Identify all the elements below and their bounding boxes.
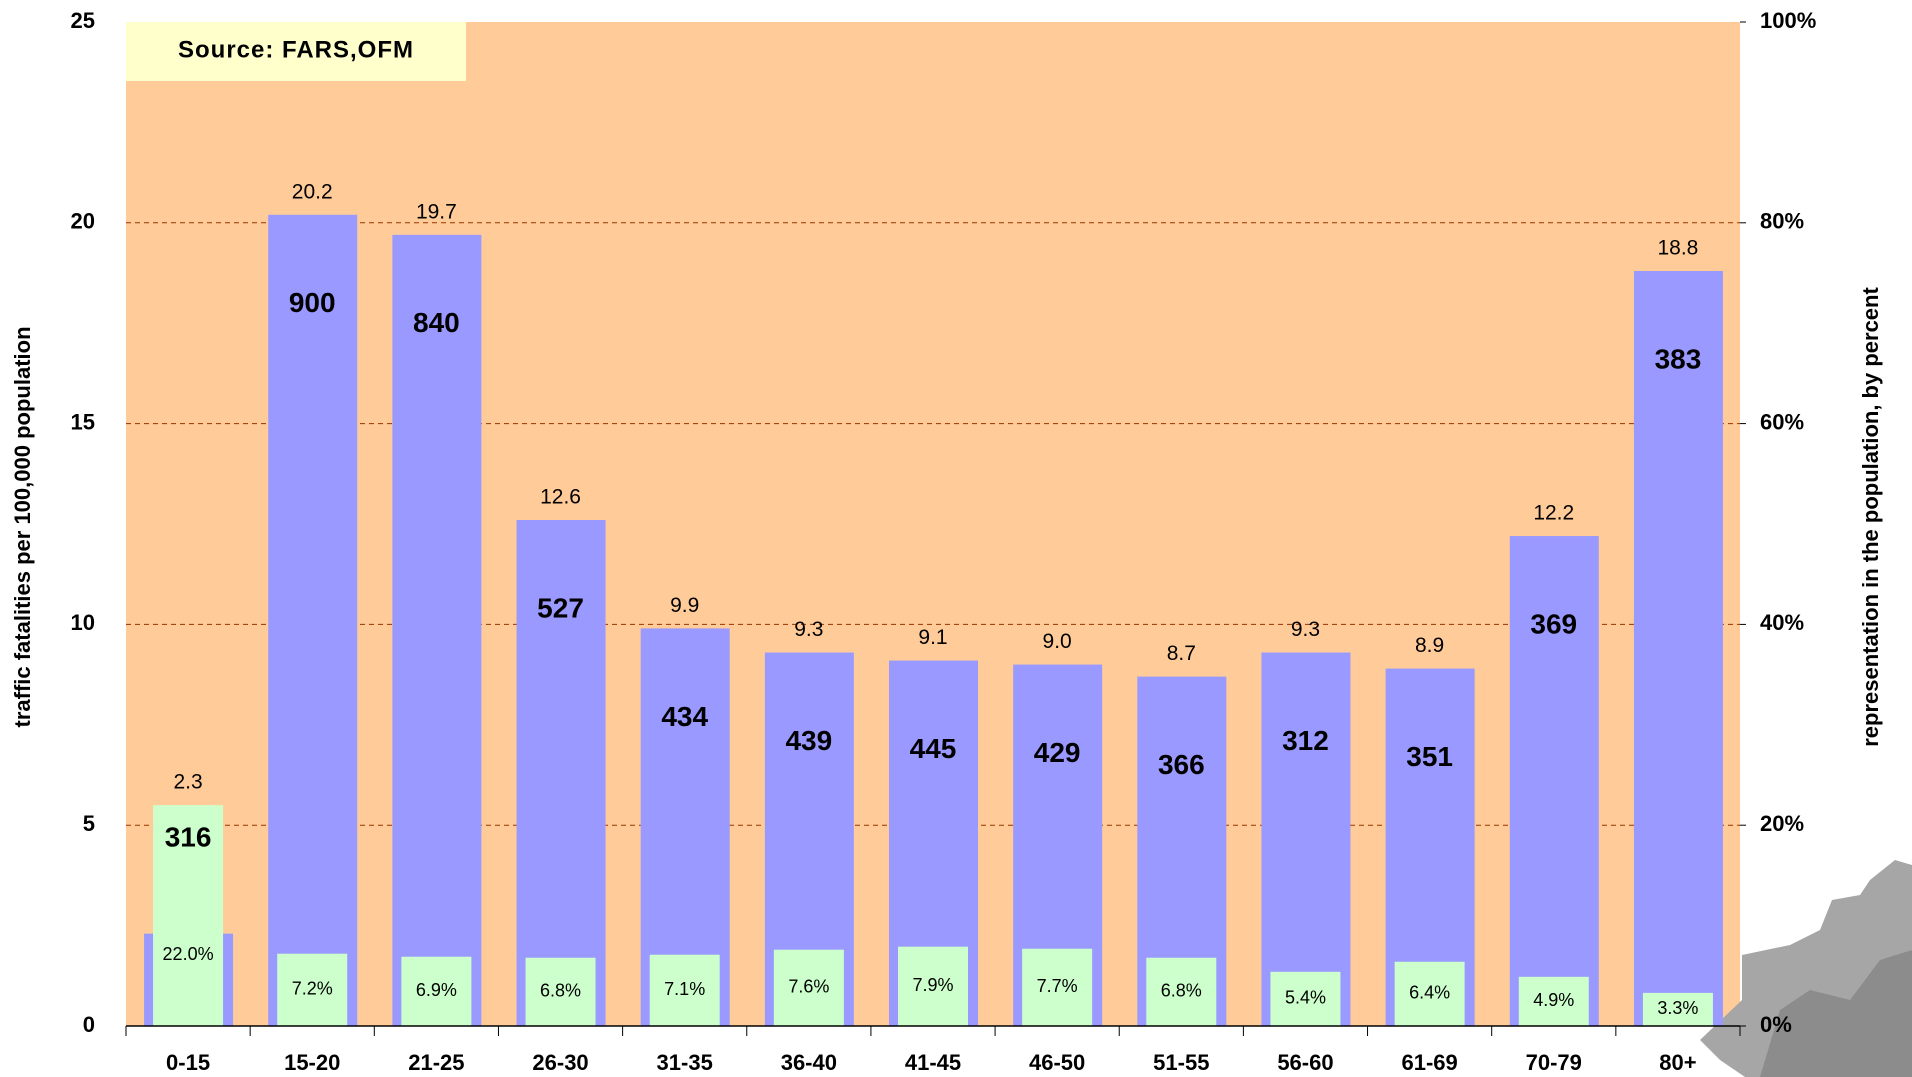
y2-tick-label: 0% xyxy=(1760,1012,1792,1037)
x-tick-label: 41-45 xyxy=(905,1050,961,1075)
x-tick-label: 70-79 xyxy=(1526,1050,1582,1075)
y2-tick-label: 100% xyxy=(1760,8,1816,33)
data-label: 7.1% xyxy=(664,979,705,999)
count-label: 312 xyxy=(1282,725,1329,756)
data-label: 6.9% xyxy=(416,980,457,1000)
annotation: Source: FARS,OFM xyxy=(178,36,414,63)
x-tick-label: 36-40 xyxy=(781,1050,837,1075)
y-tick-label: 10 xyxy=(71,610,95,635)
data-label: 19.7 xyxy=(416,200,457,223)
data-label: 20.2 xyxy=(292,180,333,203)
count-label: 434 xyxy=(661,701,708,732)
count-label: 445 xyxy=(910,733,957,764)
data-label: 9.9 xyxy=(670,594,699,617)
count-label: 316 xyxy=(165,822,212,853)
x-tick-label: 61-69 xyxy=(1401,1050,1457,1075)
x-tick-label: 21-25 xyxy=(408,1050,464,1075)
bar xyxy=(392,235,481,1026)
x-tick-label: 0-15 xyxy=(166,1050,210,1075)
data-label: 7.2% xyxy=(292,979,333,999)
data-label: 6.8% xyxy=(540,981,581,1001)
data-label: 9.3 xyxy=(1291,618,1320,641)
data-label: 18.8 xyxy=(1657,237,1698,260)
y2-tick-label: 60% xyxy=(1760,409,1804,434)
count-label: 366 xyxy=(1158,749,1205,780)
count-label: 351 xyxy=(1406,741,1453,772)
count-label: 527 xyxy=(537,592,584,623)
x-tick-label: 46-50 xyxy=(1029,1050,1085,1075)
y-axis-title: traffic fatalities per 100,000 populatio… xyxy=(10,326,35,727)
y2-tick-label: 20% xyxy=(1760,811,1804,836)
data-label: 9.1 xyxy=(918,626,947,649)
data-label: 7.9% xyxy=(912,975,953,995)
x-tick-label: 26-30 xyxy=(532,1050,588,1075)
data-label: 7.6% xyxy=(788,977,829,997)
count-label: 383 xyxy=(1655,343,1702,374)
count-label: 840 xyxy=(413,307,460,338)
x-tick-label: 56-60 xyxy=(1277,1050,1333,1075)
chart: Source: FARS,OFM traffic fatalities per … xyxy=(0,0,1912,1077)
data-label: 7.7% xyxy=(1037,976,1078,996)
data-label: 12.6 xyxy=(540,486,581,509)
bar xyxy=(268,215,357,1026)
y-tick-label: 15 xyxy=(71,409,95,434)
data-label: 9.0 xyxy=(1043,630,1072,653)
y-tick-label: 20 xyxy=(71,209,95,234)
data-label: 4.9% xyxy=(1533,990,1574,1010)
data-label: 6.8% xyxy=(1161,981,1202,1001)
data-label: 2.3 xyxy=(173,771,202,794)
page: {"chart_data": { "type": "bar", "annotat… xyxy=(0,0,1912,1077)
x-tick-label: 51-55 xyxy=(1153,1050,1209,1075)
count-label: 439 xyxy=(785,725,832,756)
bar xyxy=(1634,271,1723,1026)
data-label: 5.4% xyxy=(1285,988,1326,1008)
count-label: 429 xyxy=(1034,737,1081,768)
x-tick-label: 31-35 xyxy=(657,1050,713,1075)
data-label: 22.0% xyxy=(163,944,214,964)
count-label: 900 xyxy=(289,287,336,318)
bar xyxy=(1261,653,1350,1026)
y-tick-label: 5 xyxy=(83,811,95,836)
data-label: 3.3% xyxy=(1657,998,1698,1018)
data-label: 8.9 xyxy=(1415,634,1444,657)
y-tick-label: 25 xyxy=(71,8,95,33)
count-label: 369 xyxy=(1530,608,1577,639)
y2-axis-title: representation in the population, by per… xyxy=(1858,287,1883,747)
y2-tick-label: 40% xyxy=(1760,610,1804,635)
y-tick-label: 0 xyxy=(83,1012,95,1037)
data-label: 12.2 xyxy=(1533,502,1574,525)
data-label: 8.7 xyxy=(1167,642,1196,665)
x-tick-label: 15-20 xyxy=(284,1050,340,1075)
x-tick-label: 80+ xyxy=(1659,1050,1696,1075)
data-label: 6.4% xyxy=(1409,983,1450,1003)
y2-tick-label: 80% xyxy=(1760,209,1804,234)
data-label: 9.3 xyxy=(794,618,823,641)
